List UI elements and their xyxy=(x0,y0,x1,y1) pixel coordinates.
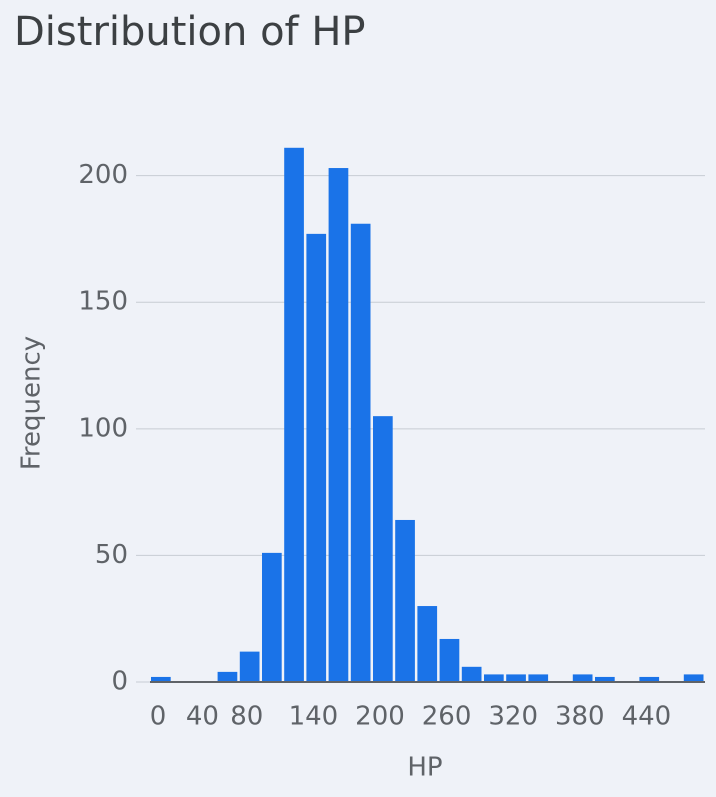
bar xyxy=(528,674,549,682)
chart-title: Distribution of HP xyxy=(14,9,366,55)
bar xyxy=(373,416,393,682)
bar xyxy=(639,676,660,682)
y-tick-label: 100 xyxy=(78,413,128,443)
bar xyxy=(284,147,304,682)
bar xyxy=(395,519,415,682)
bar xyxy=(572,674,593,682)
bar xyxy=(506,674,526,682)
y-axis-label: Frequency xyxy=(17,336,47,470)
x-tick-label: 80 xyxy=(230,702,263,732)
x-tick-label: 320 xyxy=(488,702,538,732)
bar xyxy=(484,674,504,682)
bar xyxy=(328,168,349,683)
y-tick-label: 200 xyxy=(78,160,128,190)
y-tick-label: 150 xyxy=(78,287,128,317)
bar xyxy=(461,666,482,682)
bar xyxy=(262,552,282,682)
bar xyxy=(439,638,460,682)
bar xyxy=(683,674,704,682)
x-tick-label: 40 xyxy=(186,702,219,732)
x-tick-label: 200 xyxy=(355,702,405,732)
x-axis-label: HP xyxy=(407,753,442,783)
x-tick-label: 440 xyxy=(622,702,672,732)
x-tick-label: 260 xyxy=(422,702,472,732)
bar xyxy=(151,676,171,682)
bar xyxy=(306,233,327,683)
bar xyxy=(350,223,371,682)
bar xyxy=(417,606,438,682)
y-tick-label: 50 xyxy=(95,540,128,570)
y-tick-label: 0 xyxy=(111,667,128,697)
x-tick-label: 380 xyxy=(555,702,605,732)
bar xyxy=(217,671,238,682)
x-tick-label: 0 xyxy=(150,702,167,732)
bar xyxy=(595,676,615,682)
bar xyxy=(239,651,260,682)
x-tick-label: 140 xyxy=(289,702,339,732)
